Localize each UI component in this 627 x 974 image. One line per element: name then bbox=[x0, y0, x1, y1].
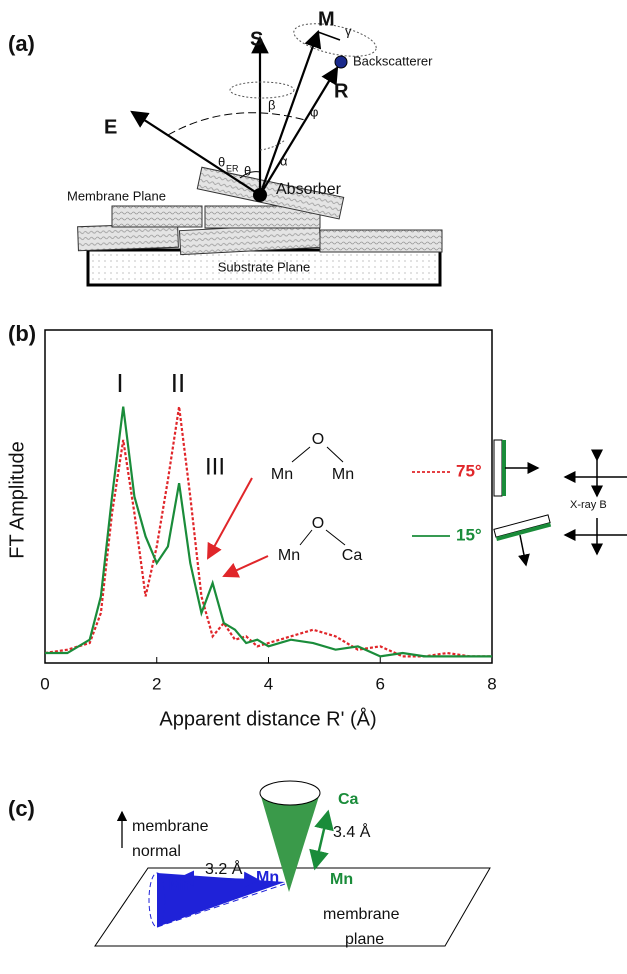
atom: Ca bbox=[342, 547, 363, 564]
membrane-label: Membrane Plane bbox=[67, 188, 166, 203]
atom: Mn bbox=[332, 466, 354, 483]
legend-label: 15° bbox=[456, 525, 482, 544]
atom: Mn bbox=[330, 871, 353, 888]
absorber-label: Absorber bbox=[276, 181, 342, 198]
normal-label: membrane bbox=[132, 818, 209, 835]
theta-arc bbox=[239, 171, 261, 179]
theta: θ bbox=[244, 163, 251, 178]
peak-label: III bbox=[205, 453, 225, 480]
peak-label: I bbox=[116, 368, 123, 398]
atom: Mn bbox=[256, 869, 279, 886]
panel-label: (c) bbox=[8, 796, 35, 821]
absorber bbox=[253, 188, 267, 202]
vectors bbox=[130, 29, 341, 196]
atom: Mn bbox=[271, 466, 293, 483]
atom: Mn bbox=[168, 877, 191, 894]
x-tick-label: 8 bbox=[487, 674, 496, 693]
backscatterer bbox=[334, 55, 348, 69]
theta-er-sub: ER bbox=[226, 163, 239, 173]
normal-label: normal bbox=[132, 843, 181, 860]
panel-label: (b) bbox=[8, 321, 36, 346]
x-tick-label: 6 bbox=[376, 674, 385, 693]
xray-label: X-ray B bbox=[570, 499, 607, 511]
atom: O bbox=[312, 431, 324, 448]
green-cone bbox=[260, 793, 320, 892]
substrate bbox=[86, 248, 442, 287]
r-label: R bbox=[334, 80, 349, 102]
s-label: S bbox=[250, 28, 263, 50]
x-tick-label: 0 bbox=[40, 674, 49, 693]
y-axis-label: FT Amplitude bbox=[6, 441, 28, 558]
panel-b: (b) FT Amplitude Apparent distance R' (Å… bbox=[6, 321, 627, 730]
x-tick-label: 2 bbox=[152, 674, 161, 693]
phi: φ bbox=[310, 104, 318, 119]
green-cone-top bbox=[259, 780, 321, 806]
panel-label: (a) bbox=[8, 31, 35, 56]
atom: Mn bbox=[278, 547, 300, 564]
series-line bbox=[45, 406, 492, 658]
panel-c: (c) membrane normal Mn Mn 3.2 Å Ca 3.4 Å… bbox=[8, 780, 491, 948]
backscatterer-label: Backscatterer bbox=[353, 53, 433, 68]
beta: β bbox=[268, 97, 275, 112]
e-label: E bbox=[104, 116, 117, 138]
peak-label: II bbox=[171, 368, 185, 398]
substrate-label: Substrate Plane bbox=[218, 259, 311, 274]
membrane-slabs bbox=[77, 166, 443, 256]
blue-cone-base bbox=[148, 872, 166, 928]
legend-label: 75° bbox=[456, 461, 482, 480]
x-axis-label: Apparent distance R' (Å) bbox=[159, 707, 376, 730]
theta-er: θ bbox=[218, 154, 225, 169]
x-tick-label: 4 bbox=[264, 674, 273, 693]
panel-a: (a) Substrate Plane Membrane Plane Absor… bbox=[8, 8, 443, 287]
m-label: M bbox=[318, 8, 335, 30]
atom: Ca bbox=[338, 791, 359, 808]
blue-cone-edge bbox=[156, 883, 286, 928]
plane-label: membrane bbox=[323, 906, 400, 923]
mn-ca-arrow bbox=[309, 809, 334, 871]
membrane-plane bbox=[94, 867, 491, 947]
atom: O bbox=[312, 515, 324, 532]
polarization-icons bbox=[493, 439, 627, 567]
plane-label: plane bbox=[345, 931, 384, 948]
motif-bonds bbox=[291, 446, 346, 546]
alpha: α bbox=[280, 153, 288, 168]
distance: 3.4 Å bbox=[333, 822, 371, 841]
gamma: γ bbox=[345, 23, 352, 38]
series-line bbox=[44, 406, 492, 658]
pointer-arrows bbox=[207, 477, 269, 578]
mn-mn-arrow bbox=[178, 870, 260, 888]
distance: 3.2 Å bbox=[205, 859, 243, 878]
